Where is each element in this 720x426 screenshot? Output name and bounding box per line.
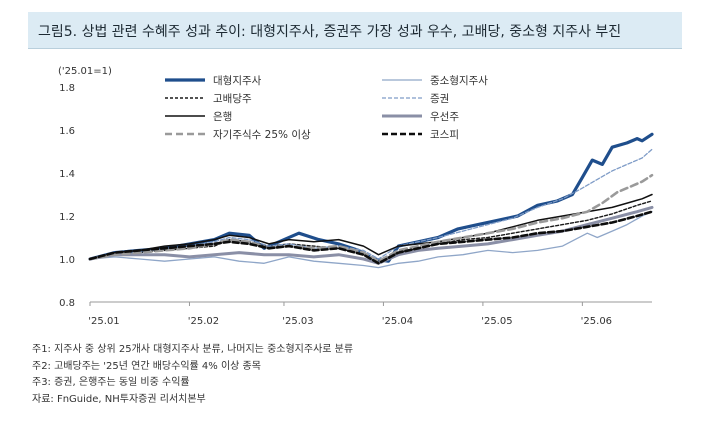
source-note: 자료: FnGuide, NH투자증권 리서치본부 [32, 393, 206, 405]
y-tick-label: 1.0 [59, 255, 75, 266]
y-tick-label: 1.2 [59, 212, 75, 223]
series-line [88, 132, 654, 263]
x-tick-label: '25.02 [188, 316, 219, 327]
note-1: 주1: 지주사 중 상위 25개사 대형지주사 분류, 나머지는 중소형지주사로… [32, 344, 354, 355]
legend-label: 은행 [213, 111, 232, 123]
series-line [89, 148, 653, 260]
x-tick-label: '25.04 [382, 316, 413, 327]
legend-label: 코스피 [430, 129, 459, 141]
y-tick-label: 0.8 [59, 298, 75, 309]
legend-label: 증권 [430, 93, 449, 105]
x-tick-label: '25.06 [581, 316, 612, 327]
series-line [89, 211, 653, 269]
notes-block: 주1: 지주사 중 상위 25개사 대형지주사 분류, 나머지는 중소형지주사로… [32, 342, 353, 408]
figure-title: 그림5. 상법 관련 수혜주 성과 추이: 대형지주사, 증권주 가장 성과 우… [38, 24, 622, 40]
legend-label: 중소형지주사 [430, 75, 488, 87]
y-unit-label: ('25.01=1) [58, 66, 112, 77]
note-3: 주3: 증권, 은행주는 동일 비중 수익률 [32, 377, 190, 388]
series-line [88, 210, 654, 265]
x-tick-label: '25.05 [481, 316, 512, 327]
y-tick-label: 1.4 [59, 169, 75, 180]
y-tick-label: 1.8 [59, 83, 75, 94]
legend-label: 대형지주사 [213, 75, 262, 87]
legend-label: 우선주 [430, 111, 459, 123]
title-bar: 그림5. 상법 관련 수혜주 성과 추이: 대형지주사, 증권주 가장 성과 우… [28, 12, 682, 49]
x-tick-label: '25.01 [88, 316, 119, 327]
y-tick-label: 1.6 [59, 126, 75, 137]
legend-label: 자기주식수 25% 이상 [213, 129, 311, 141]
legend-label: 고배당주 [213, 93, 252, 105]
x-tick-label: '25.03 [282, 316, 313, 327]
note-2: 주2: 고배당주는 '25년 연간 배당수익률 4% 이상 종목 [32, 360, 261, 372]
